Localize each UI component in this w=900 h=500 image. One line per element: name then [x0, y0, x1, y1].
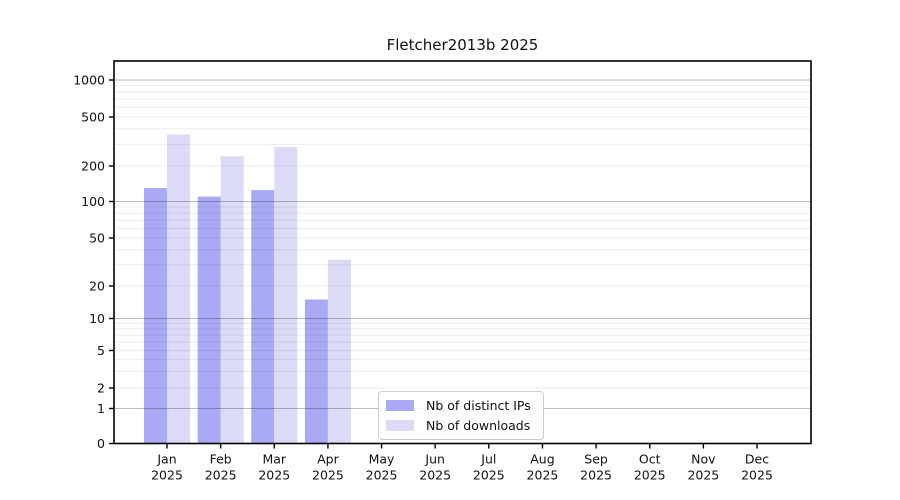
x-tick-label-month: Sep — [584, 452, 608, 467]
y-tick-label: 20 — [89, 279, 105, 294]
y-tick-label: 100 — [81, 194, 105, 209]
bar-apr-downloads — [327, 259, 351, 444]
x-tick-label-year: 2025 — [527, 468, 559, 483]
y-tick-label: 1 — [97, 401, 105, 416]
x-tick-label-year: 2025 — [741, 468, 773, 483]
x-tick-label-month: Dec — [745, 452, 769, 467]
x-tick-label-month: May — [369, 452, 395, 467]
x-tick-label-year: 2025 — [473, 468, 505, 483]
y-tick-label: 5 — [97, 343, 105, 358]
legend-swatch-distinct-ips — [386, 400, 414, 411]
x-tick-label-month: Mar — [262, 452, 286, 467]
x-tick-label-month: Jan — [156, 452, 176, 467]
x-tick-label-year: 2025 — [634, 468, 666, 483]
x-tick-label-year: 2025 — [151, 468, 183, 483]
x-tick-label-month: Apr — [317, 452, 339, 467]
legend-label-distinct-ips: Nb of distinct IPs — [426, 398, 531, 413]
bar-feb-downloads — [220, 156, 244, 444]
chart-title: Fletcher2013b 2025 — [386, 36, 539, 54]
x-tick-label-year: 2025 — [366, 468, 398, 483]
x-tick-label-month: Aug — [530, 452, 554, 467]
y-tick-label: 500 — [81, 110, 105, 125]
x-tick-label-year: 2025 — [687, 468, 719, 483]
x-tick-label-year: 2025 — [419, 468, 451, 483]
y-tick-label: 0 — [97, 436, 105, 451]
y-tick-label: 50 — [89, 231, 105, 246]
legend-swatch-downloads — [386, 420, 414, 431]
y-tick-label: 2 — [97, 381, 105, 396]
legend: Nb of distinct IPs Nb of downloads — [378, 391, 544, 440]
bar-jan-ips — [144, 188, 167, 444]
x-tick-label-year: 2025 — [312, 468, 344, 483]
legend-item-distinct-ips: Nb of distinct IPs — [386, 398, 534, 413]
bar-feb-ips — [197, 196, 221, 444]
x-tick-label-month: Nov — [691, 452, 716, 467]
legend-label-downloads: Nb of downloads — [426, 418, 531, 433]
y-tick-label: 200 — [81, 159, 105, 174]
x-tick-label-month: Jun — [424, 452, 445, 467]
y-tick-label: 10 — [89, 311, 105, 326]
x-tick-label-year: 2025 — [580, 468, 612, 483]
x-tick-label-month: Feb — [210, 452, 232, 467]
y-tick-label: 1000 — [73, 73, 105, 88]
bar-mar-ips — [251, 190, 275, 444]
bar-apr-ips — [304, 299, 328, 444]
bar-jan-downloads — [167, 134, 190, 444]
legend-item-downloads: Nb of downloads — [386, 418, 534, 433]
plot-border — [113, 60, 812, 445]
x-tick-label-year: 2025 — [205, 468, 237, 483]
bar-mar-downloads — [274, 147, 298, 444]
x-tick-label-year: 2025 — [258, 468, 290, 483]
x-tick-label-month: Oct — [639, 452, 661, 467]
x-tick-label-month: Jul — [480, 452, 496, 467]
